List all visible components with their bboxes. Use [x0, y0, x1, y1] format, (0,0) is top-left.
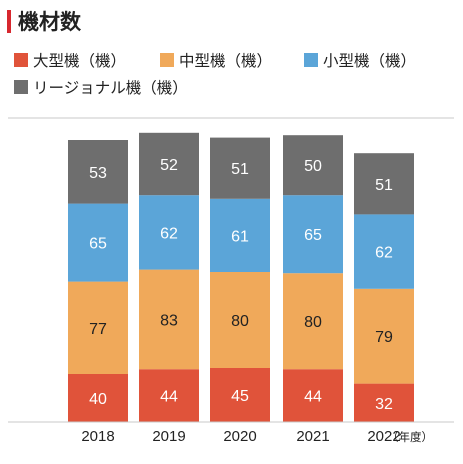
- x-tick-2019: 2019: [152, 428, 185, 445]
- data-label-2022-0: 32: [375, 396, 393, 413]
- x-tick-2018: 2018: [81, 428, 114, 445]
- bar-segment-2022-1: [354, 288, 414, 384]
- legend-swatch-3: [14, 80, 28, 94]
- bar-segment-2022-2: [354, 214, 414, 289]
- legend-label-2: 小型機（機）: [323, 52, 416, 70]
- data-label-2018-0: 40: [89, 391, 107, 408]
- bar-segment-2020-3: [210, 137, 270, 199]
- bar-segment-2020-2: [210, 198, 270, 272]
- data-label-2022-2: 62: [375, 245, 393, 262]
- data-label-2021-3: 50: [304, 158, 322, 175]
- bar-segment-2018-3: [68, 140, 128, 204]
- legend-label-0: 大型機（機）: [33, 52, 126, 70]
- x-tick-2022: 2022: [367, 428, 400, 445]
- data-label-2019-3: 52: [160, 157, 178, 174]
- bar-segment-2021-1: [283, 273, 343, 370]
- data-label-2020-2: 61: [231, 228, 249, 245]
- data-label-2022-3: 51: [375, 177, 393, 194]
- bar-segment-2019-2: [139, 195, 199, 270]
- bar-segment-2020-1: [210, 272, 270, 368]
- x-axis-unit: （年度）: [387, 430, 433, 444]
- legend-swatch-2: [304, 53, 318, 67]
- bar-segment-2018-0: [68, 374, 128, 422]
- data-label-2021-2: 65: [304, 227, 322, 244]
- data-label-2020-1: 80: [231, 313, 249, 330]
- bar-segment-2019-0: [139, 369, 199, 422]
- data-label-2019-1: 83: [160, 312, 178, 329]
- bar-segment-2018-1: [68, 281, 128, 374]
- data-label-2019-0: 44: [160, 389, 178, 406]
- legend-swatch-0: [14, 53, 28, 67]
- x-tick-2020: 2020: [223, 428, 256, 445]
- bar-segment-2022-3: [354, 153, 414, 215]
- bar-segment-2020-0: [210, 368, 270, 422]
- bar-segment-2021-0: [283, 369, 343, 422]
- data-label-2021-1: 80: [304, 314, 322, 331]
- title-accent-bar: [7, 10, 11, 33]
- bar-segment-2021-2: [283, 195, 343, 274]
- x-tick-2021: 2021: [296, 428, 329, 445]
- data-label-2018-2: 65: [89, 236, 107, 253]
- data-label-2021-0: 44: [304, 389, 322, 406]
- legend-swatch-1: [160, 53, 174, 67]
- data-label-2019-2: 62: [160, 225, 178, 242]
- bar-segment-2019-3: [139, 132, 199, 196]
- data-label-2022-1: 79: [375, 329, 393, 346]
- bar-segment-2019-1: [139, 269, 199, 370]
- data-label-2018-1: 77: [89, 321, 107, 338]
- data-label-2020-3: 51: [231, 161, 249, 178]
- chart-title: 機材数: [18, 10, 82, 34]
- data-label-2020-0: 45: [231, 388, 249, 405]
- legend-label-1: 中型機（機）: [179, 52, 272, 70]
- data-label-2018-3: 53: [89, 165, 107, 182]
- bars-group: 40 77 65 53 44 83 62 52 45 80 61 51 44 80 65 50 32 79 62 51: [68, 132, 414, 422]
- bar-segment-2021-3: [283, 135, 343, 196]
- bar-segment-2022-0: [354, 383, 414, 422]
- legend: 大型機（機） 中型機（機） 小型機（機） リージョナル機（機）: [14, 52, 416, 97]
- x-axis-ticks: 2018 2019 2020 2021 2022: [81, 428, 400, 445]
- bar-segment-2018-2: [68, 203, 128, 282]
- legend-label-3: リージョナル機（機）: [33, 79, 188, 97]
